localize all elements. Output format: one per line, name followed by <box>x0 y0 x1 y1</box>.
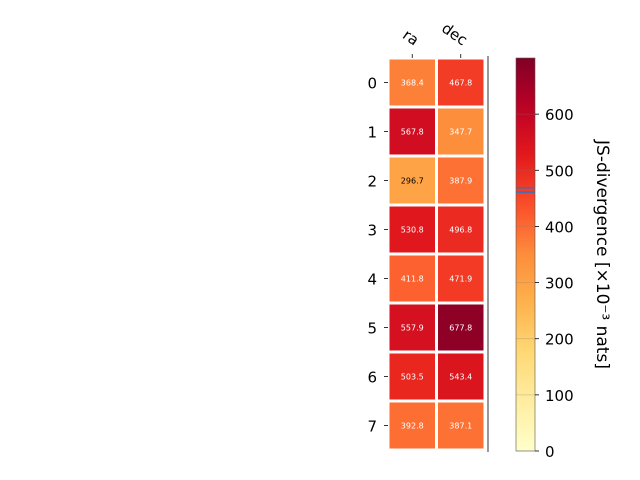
cell-value-label: 567.8 <box>401 128 424 137</box>
colorbar-tick-label: 0 <box>545 443 555 461</box>
column-tick-label: ra <box>399 26 422 50</box>
row-tick-label: 0 <box>367 75 377 93</box>
colorbar-gradient <box>515 57 536 452</box>
colorbar-tick-label: 200 <box>545 331 574 349</box>
cell-value-label: 296.7 <box>401 177 424 186</box>
heatmap-cell <box>438 304 484 351</box>
row-tick-label: 3 <box>367 222 377 240</box>
heatmap-cell <box>438 353 484 400</box>
row-tick-labels: 0 1 2 3 4 5 6 7 <box>367 75 388 436</box>
heatmap-cell <box>438 206 484 253</box>
row-tick-label: 6 <box>367 369 377 387</box>
column-tick-labels: ra dec <box>399 19 471 58</box>
heatmap-cell <box>438 59 484 106</box>
row-tick-label: 1 <box>367 124 377 142</box>
colorbar-tick-label: 500 <box>545 162 574 180</box>
cell-value-label: 503.5 <box>401 373 424 382</box>
heatmap-cell <box>389 206 435 253</box>
cell-value-label: 467.8 <box>449 79 472 88</box>
colorbar-tick-label: 400 <box>545 218 574 236</box>
row-tick-label: 4 <box>367 271 377 289</box>
cell-value-label: 392.8 <box>401 422 424 431</box>
cell-value-label: 387.9 <box>449 177 472 186</box>
heatmap-cell <box>438 157 484 204</box>
heatmap: 368.4 467.8 567.8 347.7 296.7 387.9 530.8 496.8… <box>389 56 489 452</box>
heatmap-cell <box>389 157 435 204</box>
column-tick-label: dec <box>438 19 470 49</box>
cell-value-label: 368.4 <box>401 79 424 88</box>
heatmap-cell <box>438 402 484 449</box>
heatmap-cell <box>389 255 435 302</box>
colorbar-tick-label: 100 <box>545 387 574 405</box>
row-tick-label: 5 <box>367 320 377 338</box>
heatmap-cell <box>389 108 435 155</box>
heatmap-cell <box>438 255 484 302</box>
cell-value-label: 530.8 <box>401 226 424 235</box>
row-tick-label: 2 <box>367 173 377 191</box>
heatmap-cell <box>389 402 435 449</box>
heatmap-cell <box>438 108 484 155</box>
colorbar-tick-label: 600 <box>545 106 574 124</box>
cell-value-label: 347.7 <box>449 128 472 137</box>
cell-value-label: 543.4 <box>449 373 472 382</box>
colorbar: 0 100 200 300 400 500 600 JS-divergence [×10⁻³ … <box>515 57 612 461</box>
cell-value-label: 496.8 <box>449 226 472 235</box>
row-tick-label: 7 <box>367 418 377 436</box>
heatmap-cell <box>389 304 435 351</box>
colorbar-tick-label: 300 <box>545 275 574 293</box>
cell-value-label: 557.9 <box>401 324 424 333</box>
heatmap-cell <box>389 353 435 400</box>
cell-value-label: 411.8 <box>401 275 424 284</box>
cell-value-label: 471.9 <box>449 275 472 284</box>
cell-value-label: 387.1 <box>449 422 472 431</box>
cell-value-label: 677.8 <box>449 324 472 333</box>
colorbar-label: JS-divergence [×10⁻³ nats] <box>592 139 612 369</box>
heatmap-cell <box>389 59 435 106</box>
